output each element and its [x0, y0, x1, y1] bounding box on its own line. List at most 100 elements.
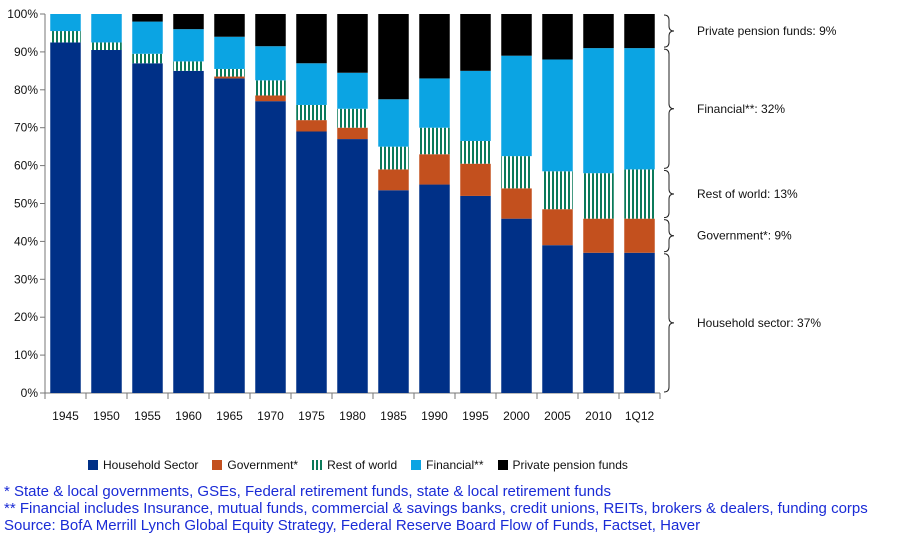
bar-private-pension-funds-2005 [542, 14, 573, 60]
bar-government-2010 [583, 218, 614, 253]
legend-swatch [411, 460, 422, 470]
bar-private-pension-funds-1955 [132, 14, 163, 22]
bar-government-1975 [296, 120, 327, 132]
bar-household-sector-1990 [419, 184, 450, 393]
y-tick-label: 50% [14, 197, 38, 211]
annotation-layer: Private pension funds: 9% Financial**: 32… [663, 14, 837, 393]
bar-rest-of-world-1970 [255, 80, 286, 96]
bar-government-2005 [542, 209, 573, 246]
footnote-government: * State & local governments, GSEs, Feder… [4, 483, 611, 500]
bar-private-pension-funds-1960 [173, 14, 204, 30]
legend-swatch [312, 460, 323, 470]
legend-item-rest-of-world: Rest of world [312, 458, 397, 472]
bar-household-sector-1950 [91, 50, 122, 393]
bar-financial-1955 [132, 21, 163, 54]
x-tick-label: 1990 [421, 409, 448, 423]
x-tick-label: 1Q12 [625, 409, 655, 423]
bar-rest-of-world-1945 [50, 31, 81, 43]
bar-rest-of-world-1985 [378, 146, 409, 170]
bar-government-2000 [501, 188, 532, 219]
bar-financial-1965 [214, 36, 245, 69]
annotation-label: Financial**: 32% [697, 102, 785, 116]
footnotes: * State & local governments, GSEs, Feder… [4, 483, 868, 534]
bar-private-pension-funds-1975 [296, 14, 327, 64]
stacked-bar-chart: 0% 10% 20% 30% 40% 50% 60% 70% 80% 90% 100% 1945 195… [7, 7, 837, 423]
bar-government-1q12 [624, 218, 655, 253]
bar-financial-2000 [501, 55, 532, 157]
bar-financial-1975 [296, 63, 327, 105]
bar-rest-of-world-1975 [296, 104, 327, 121]
legend-item-financial: Financial** [411, 458, 484, 472]
bar-private-pension-funds-1965 [214, 14, 245, 37]
legend-label: Government* [227, 458, 299, 472]
x-tick-label: 1955 [134, 409, 161, 423]
bar-household-sector-1975 [296, 131, 327, 394]
legend-swatch [88, 460, 98, 470]
legend-label: Rest of world [327, 458, 398, 472]
bar-financial-1980 [337, 72, 368, 109]
x-tick-label: 2010 [585, 409, 612, 423]
bar-rest-of-world-2000 [501, 156, 532, 189]
bars-layer [50, 14, 655, 394]
bar-rest-of-world-1960 [173, 61, 204, 71]
bar-household-sector-2010 [583, 252, 614, 393]
bar-private-pension-funds-1970 [255, 14, 286, 47]
bar-rest-of-world-2010 [583, 173, 614, 219]
legend-label: Household Sector [103, 458, 199, 472]
bar-financial-1q12 [624, 48, 655, 170]
source-note: Source: BofA Merrill Lynch Global Equity… [4, 517, 701, 534]
annotation-bracket [663, 253, 675, 393]
bar-private-pension-funds-1980 [337, 14, 368, 73]
annotation-bracket [663, 48, 675, 169]
bar-government-1970 [255, 95, 286, 102]
bar-household-sector-1960 [173, 70, 204, 393]
bar-household-sector-1955 [132, 63, 163, 394]
bar-financial-1985 [378, 99, 409, 147]
x-tick-label: 1970 [257, 409, 284, 423]
bar-household-sector-1970 [255, 101, 286, 394]
bar-financial-1960 [173, 29, 204, 62]
annotation-bracket [663, 169, 675, 219]
bar-financial-1970 [255, 46, 286, 81]
bar-government-1990 [419, 154, 450, 185]
x-tick-label: 1980 [339, 409, 366, 423]
bar-private-pension-funds-1985 [378, 14, 409, 100]
bar-household-sector-2005 [542, 245, 573, 393]
bar-household-sector-1985 [378, 190, 409, 393]
bar-private-pension-funds-1995 [460, 14, 491, 71]
bar-private-pension-funds-2000 [501, 14, 532, 56]
bar-rest-of-world-1q12 [624, 169, 655, 219]
legend-item-government: Government* [212, 458, 298, 472]
annotation-label: Household sector: 37% [697, 316, 821, 330]
bar-government-1965 [214, 76, 245, 79]
x-tick-label: 1975 [298, 409, 325, 423]
x-tick-label: 1945 [52, 409, 79, 423]
legend-label: Private pension funds [512, 458, 628, 472]
annotation-label: Rest of world: 13% [697, 187, 798, 201]
bar-financial-2005 [542, 59, 573, 172]
legend-label: Financial** [426, 458, 484, 472]
legend-swatch [497, 460, 508, 470]
legend-swatch [212, 460, 223, 470]
y-tick-label: 40% [14, 234, 38, 248]
x-tick-label: 1995 [462, 409, 489, 423]
bar-rest-of-world-2005 [542, 171, 573, 210]
bar-private-pension-funds-2010 [583, 14, 614, 49]
annotation-label: Private pension funds: 9% [697, 24, 837, 38]
y-tick-label: 100% [7, 7, 38, 21]
y-tick-label: 70% [14, 121, 38, 135]
bar-household-sector-1945 [50, 42, 81, 394]
y-tick-label: 0% [21, 386, 39, 400]
annotation-bracket [663, 219, 675, 253]
bar-rest-of-world-1980 [337, 108, 368, 128]
y-tick-label: 20% [14, 310, 38, 324]
bar-financial-1950 [91, 14, 122, 43]
footnote-financial: ** Financial includes Insurance, mutual … [4, 500, 868, 517]
x-tick-label: 1960 [175, 409, 202, 423]
bar-financial-1995 [460, 70, 491, 141]
x-tick-label: 2005 [544, 409, 571, 423]
bar-government-1985 [378, 169, 409, 191]
bar-rest-of-world-1990 [419, 127, 450, 155]
bar-financial-2010 [583, 48, 614, 174]
y-tick-label: 30% [14, 272, 38, 286]
